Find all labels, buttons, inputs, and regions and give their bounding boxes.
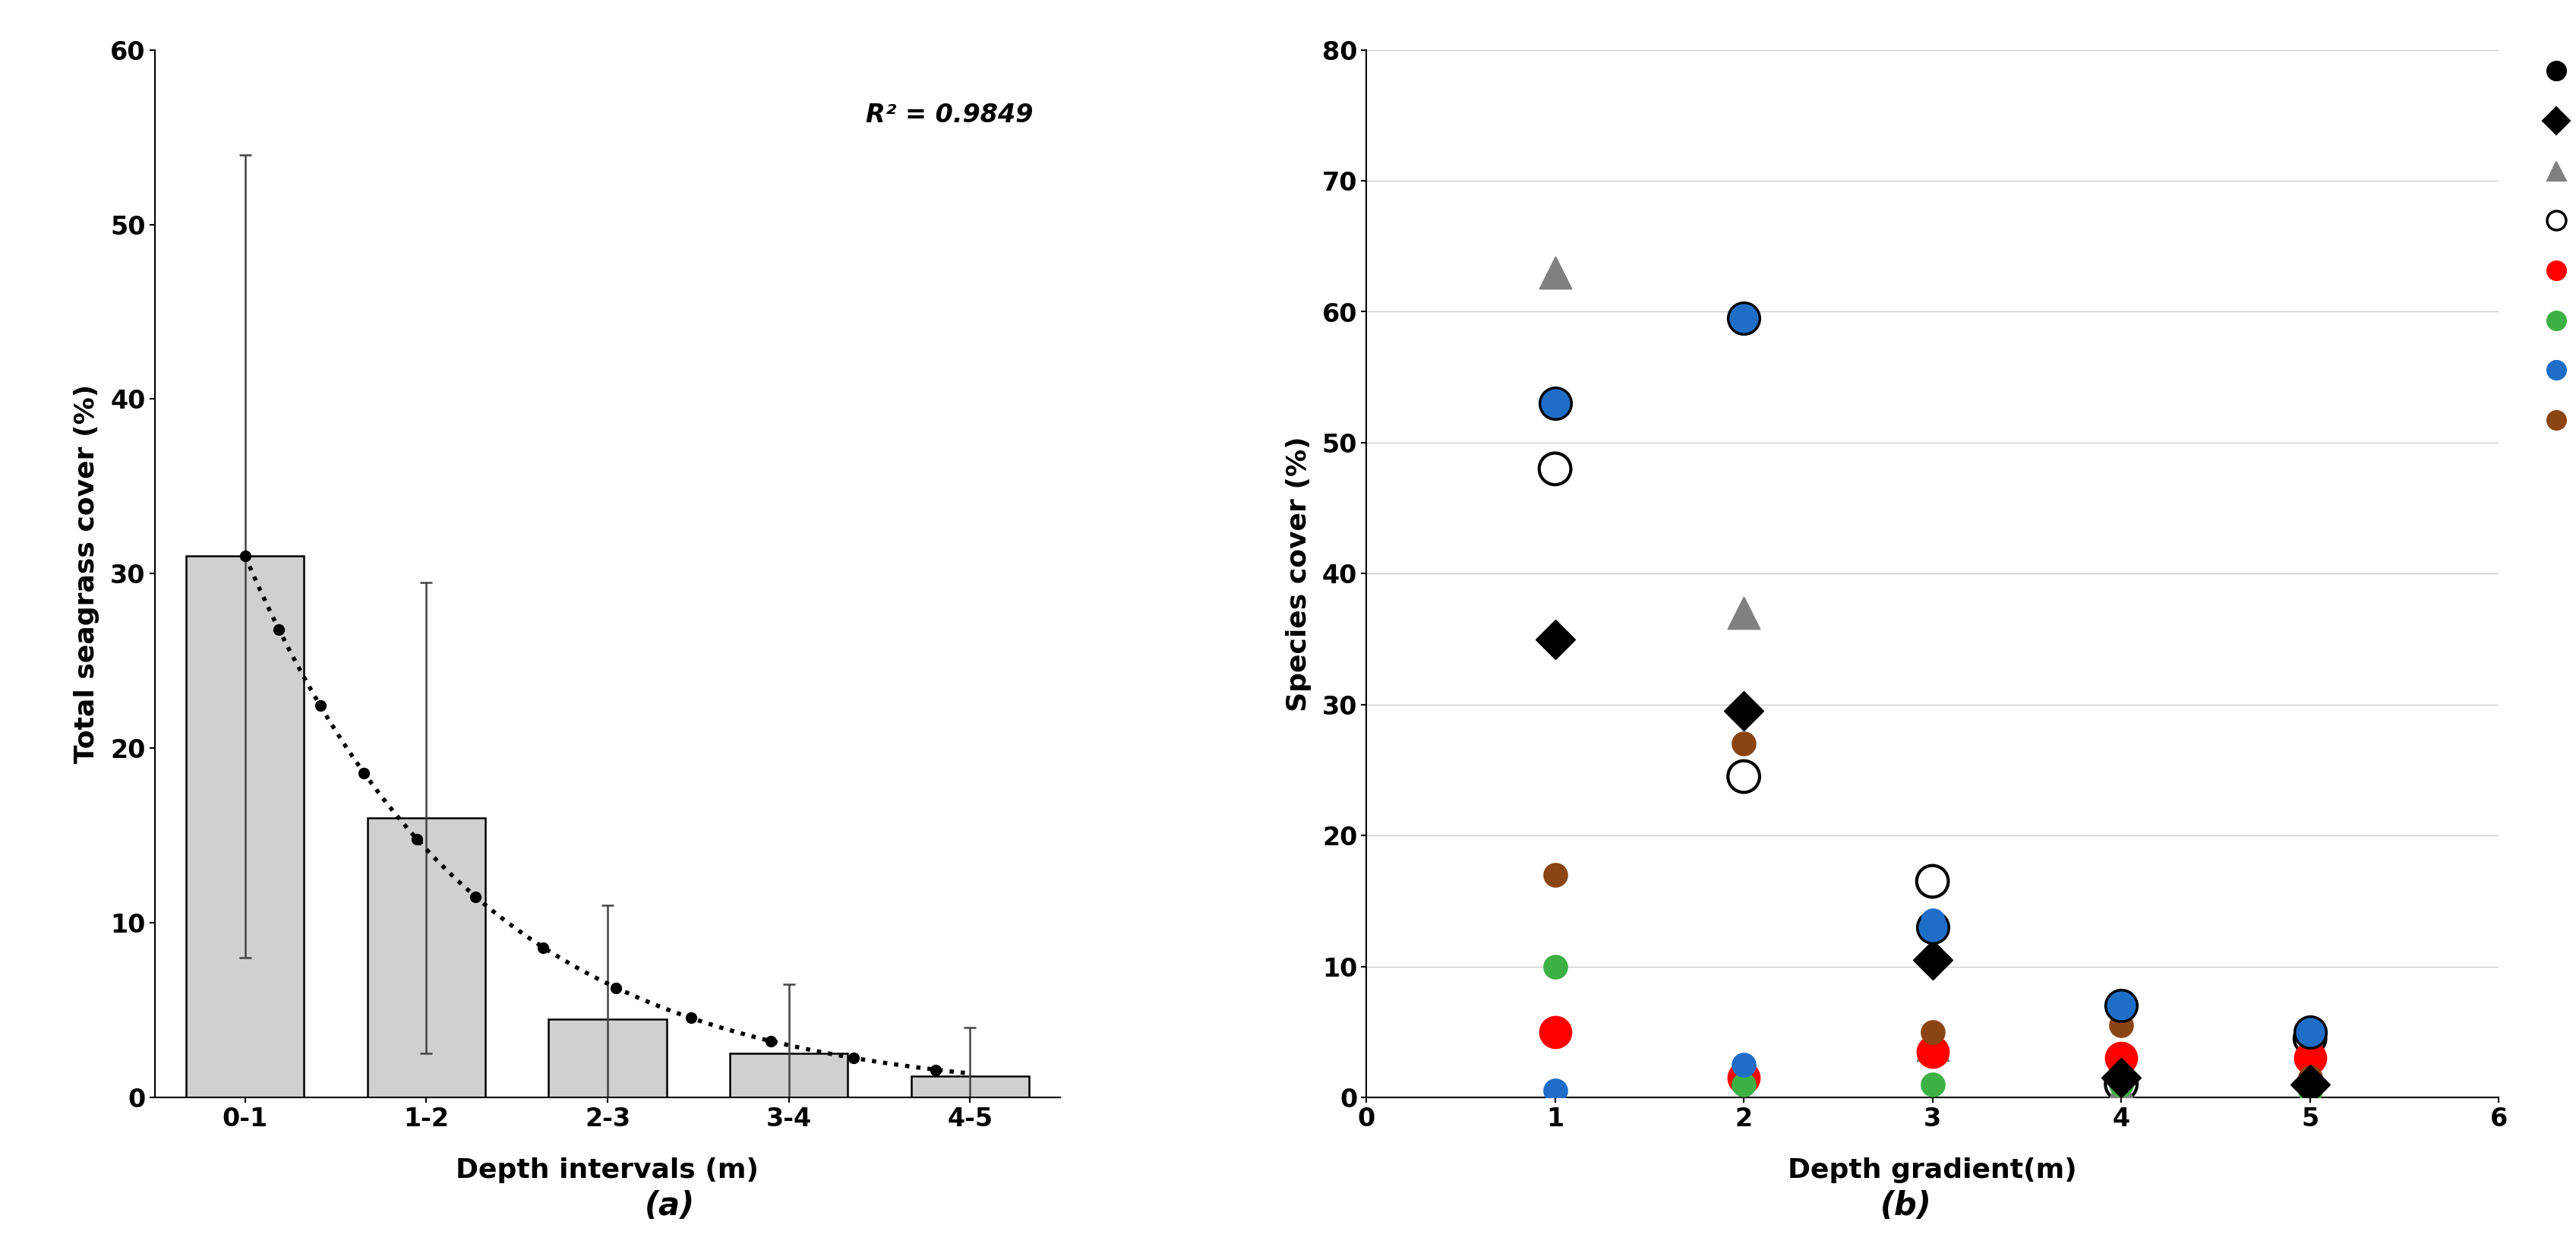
Point <box>1723 1074 1765 1095</box>
Point <box>1535 628 1577 648</box>
Point <box>2099 1067 2141 1087</box>
Legend: CS, CR, TC, SI, EA, HO, TH, HU: CS, CR, TC, SI, EA, HO, TH, HU <box>2532 61 2576 433</box>
Point <box>1535 1023 1577 1042</box>
Point <box>2099 1047 2141 1067</box>
Point <box>1911 950 1953 970</box>
Bar <box>912 1076 1028 1097</box>
Point <box>1535 1081 1577 1101</box>
Point <box>2099 995 2141 1015</box>
Point <box>2290 1029 2331 1049</box>
Text: R² = 0.9849: R² = 0.9849 <box>866 102 1033 127</box>
Point <box>1723 602 1765 622</box>
Point <box>1535 459 1577 479</box>
Bar <box>368 818 484 1097</box>
Point <box>1535 262 1577 282</box>
Point <box>1911 918 1953 938</box>
Point <box>1535 956 1577 976</box>
X-axis label: Depth gradient(m): Depth gradient(m) <box>1788 1157 2076 1183</box>
Point <box>1911 872 1953 892</box>
Point <box>1535 865 1577 885</box>
Y-axis label: Total seagrass cover (%): Total seagrass cover (%) <box>75 384 100 763</box>
Point <box>2290 1081 2331 1101</box>
Point <box>1723 733 1765 753</box>
Point <box>2099 1081 2141 1101</box>
Point <box>2290 1023 2331 1042</box>
Text: (b): (b) <box>1880 1190 1932 1222</box>
Y-axis label: Species cover (%): Species cover (%) <box>1285 436 1311 711</box>
Point <box>1911 1023 1953 1042</box>
Point <box>2099 1074 2141 1095</box>
Point <box>1911 1035 1953 1055</box>
Bar <box>185 556 304 1097</box>
Point <box>1723 767 1765 787</box>
Point <box>2290 1047 2331 1067</box>
Point <box>2290 1084 2331 1104</box>
Point <box>1723 701 1765 721</box>
Point <box>2099 995 2141 1015</box>
Point <box>1723 308 1765 328</box>
Bar <box>729 1054 848 1097</box>
Point <box>2290 1023 2331 1042</box>
Point <box>2099 1074 2141 1095</box>
Point <box>1911 910 1953 930</box>
Point <box>1723 1067 1765 1087</box>
Point <box>2290 1067 2331 1087</box>
Point <box>2099 1015 2141 1035</box>
Point <box>2290 1074 2331 1095</box>
Bar <box>549 1019 667 1097</box>
X-axis label: Depth intervals (m): Depth intervals (m) <box>456 1157 760 1183</box>
Point <box>1723 1055 1765 1075</box>
Point <box>1911 1074 1953 1095</box>
Point <box>1911 1041 1953 1061</box>
Point <box>1535 394 1577 414</box>
Text: (a): (a) <box>644 1190 696 1222</box>
